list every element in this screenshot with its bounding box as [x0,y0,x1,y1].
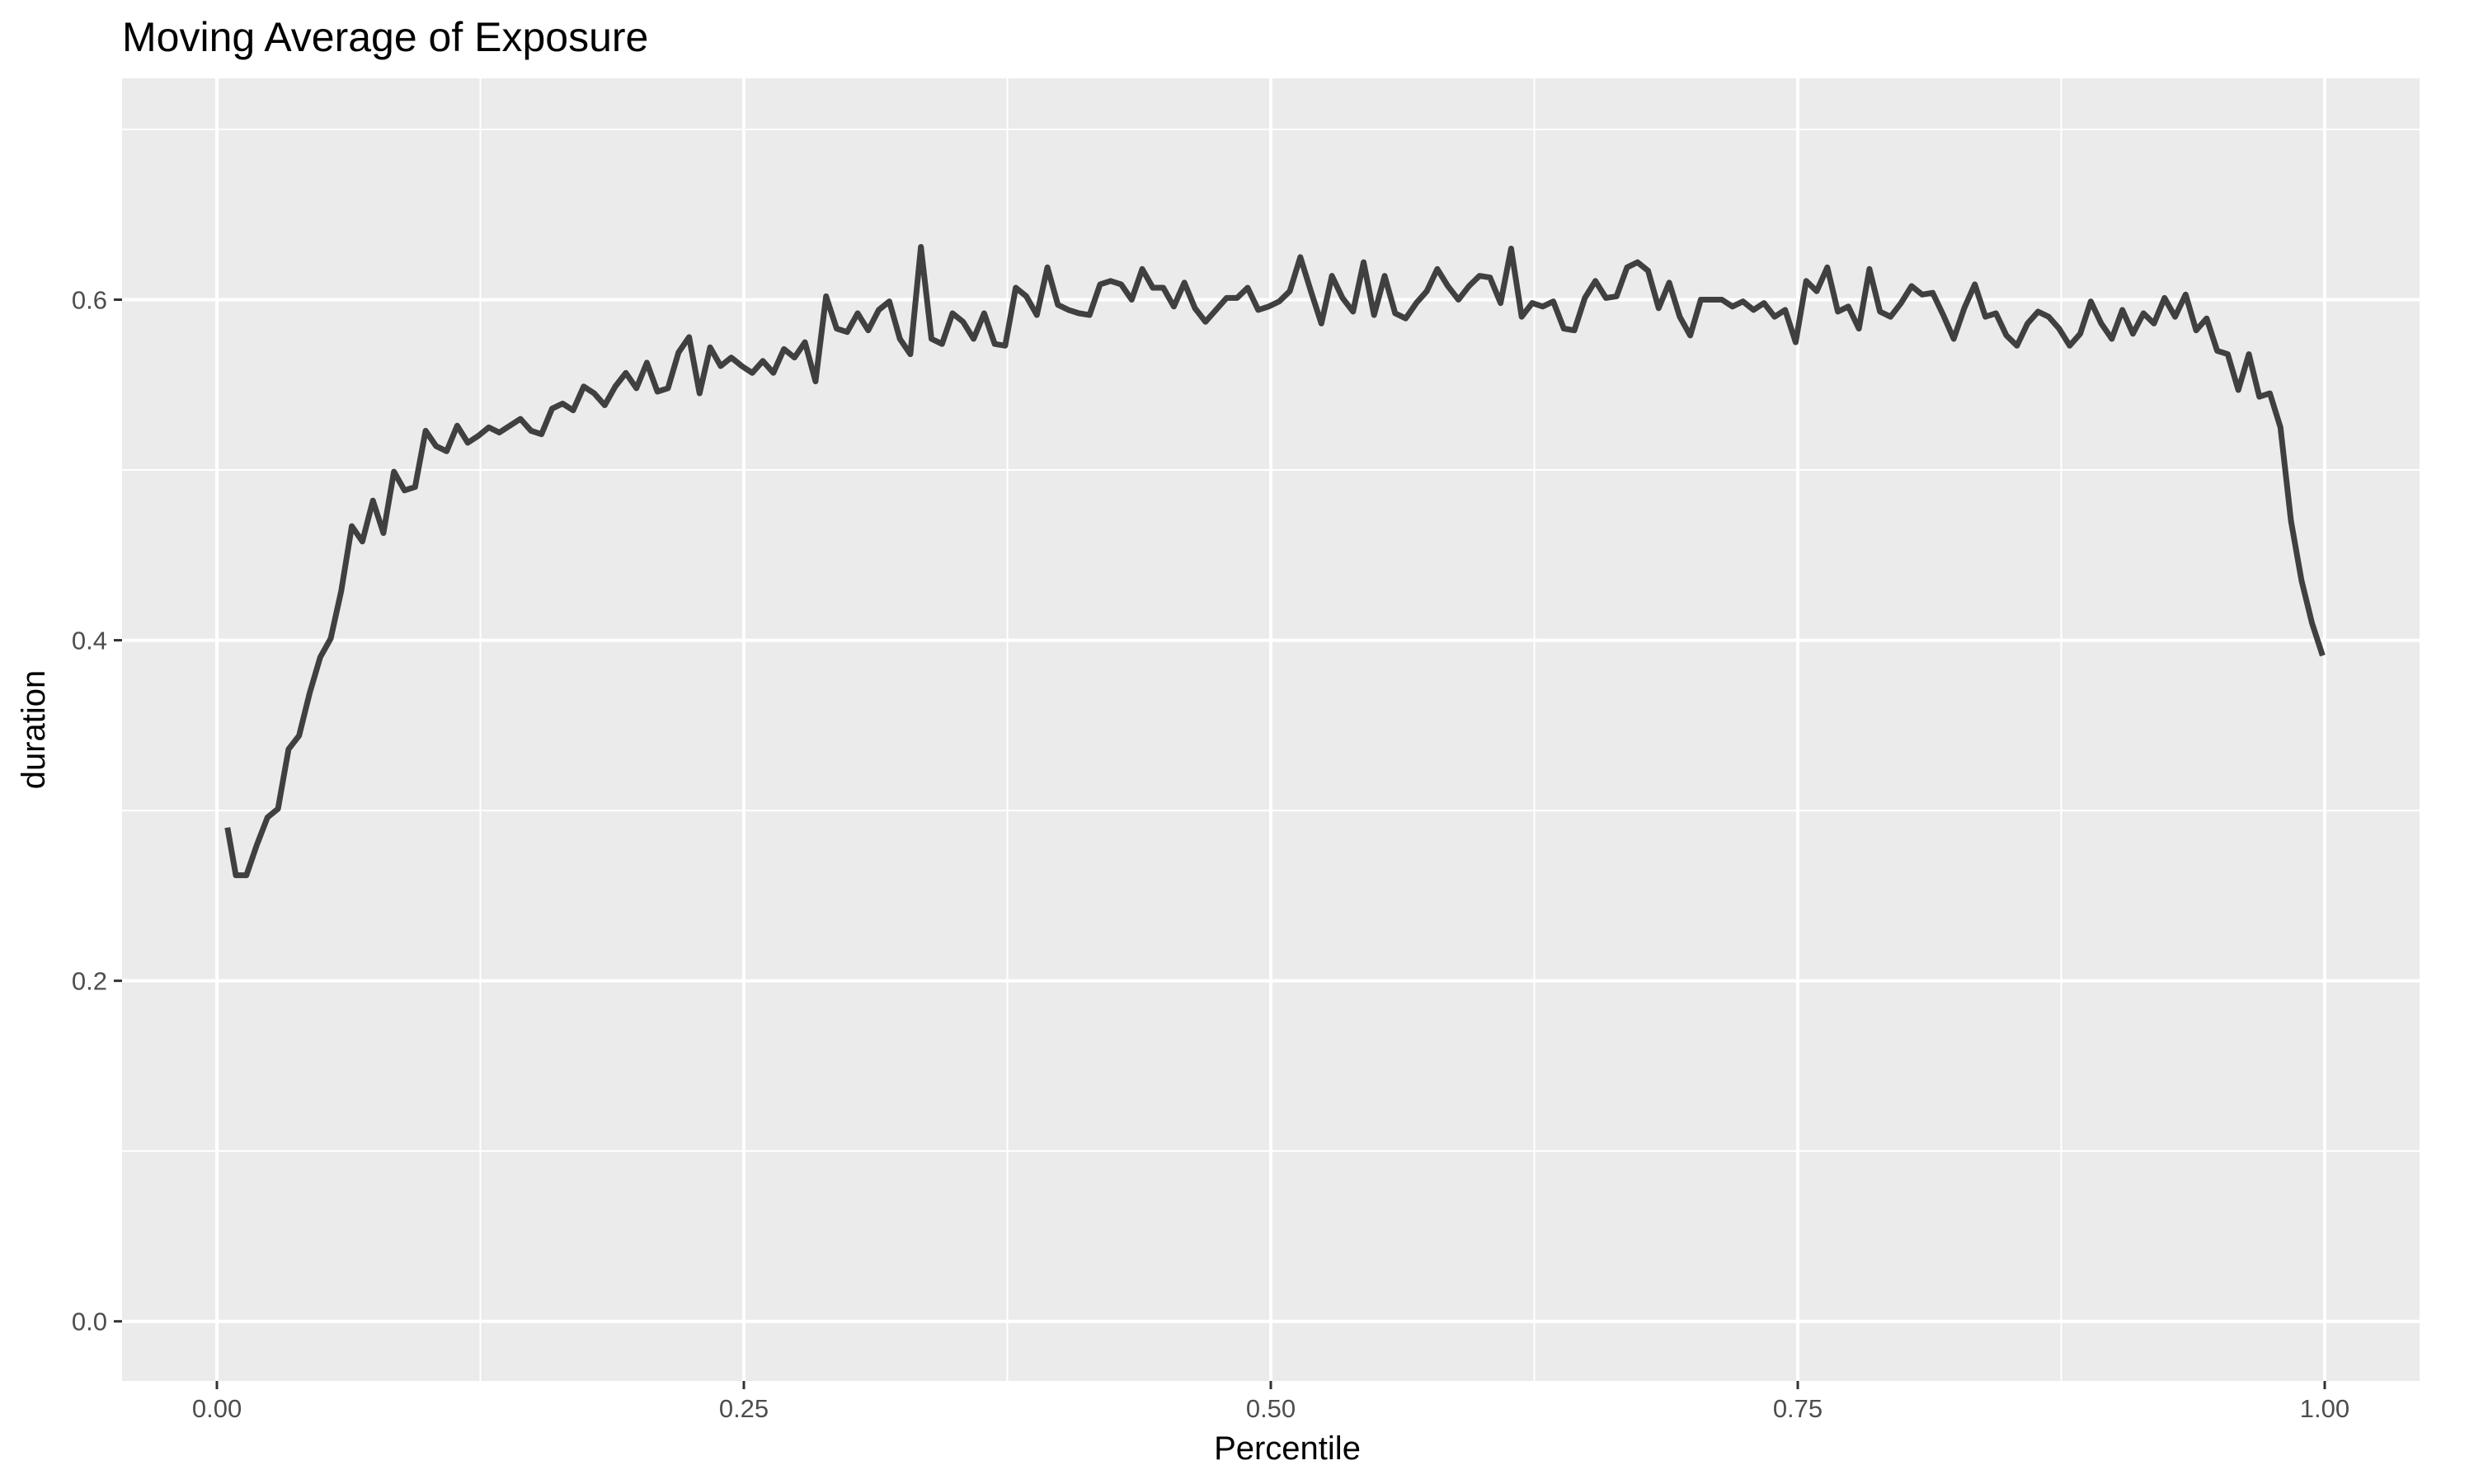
y-tick-label-2: 0.4 [72,627,107,655]
series-layer [224,244,2326,879]
x-tick-label-4: 1.00 [2300,1394,2349,1423]
x-tick-label-3: 0.75 [1773,1394,1823,1423]
x-axis: 0.00 0.25 0.50 0.75 1.00 [192,1381,2349,1423]
x-tick-label-0: 0.00 [192,1394,242,1423]
y-tick-label-1: 0.2 [72,967,107,996]
y-tick-label-3: 0.6 [72,285,107,314]
chart-title: Moving Average of Exposure [122,14,648,60]
x-tick-label-1: 0.25 [719,1394,769,1423]
y-axis-title: duration [16,670,52,790]
y-tick-label-0: 0.0 [72,1308,107,1336]
x-axis-title: Percentile [1214,1430,1361,1467]
major-gridlines [122,78,2420,1381]
series-line-0 [224,244,2326,879]
y-axis: 0.0 0.2 0.4 0.6 [72,285,122,1336]
x-tick-label-2: 0.50 [1246,1394,1296,1423]
